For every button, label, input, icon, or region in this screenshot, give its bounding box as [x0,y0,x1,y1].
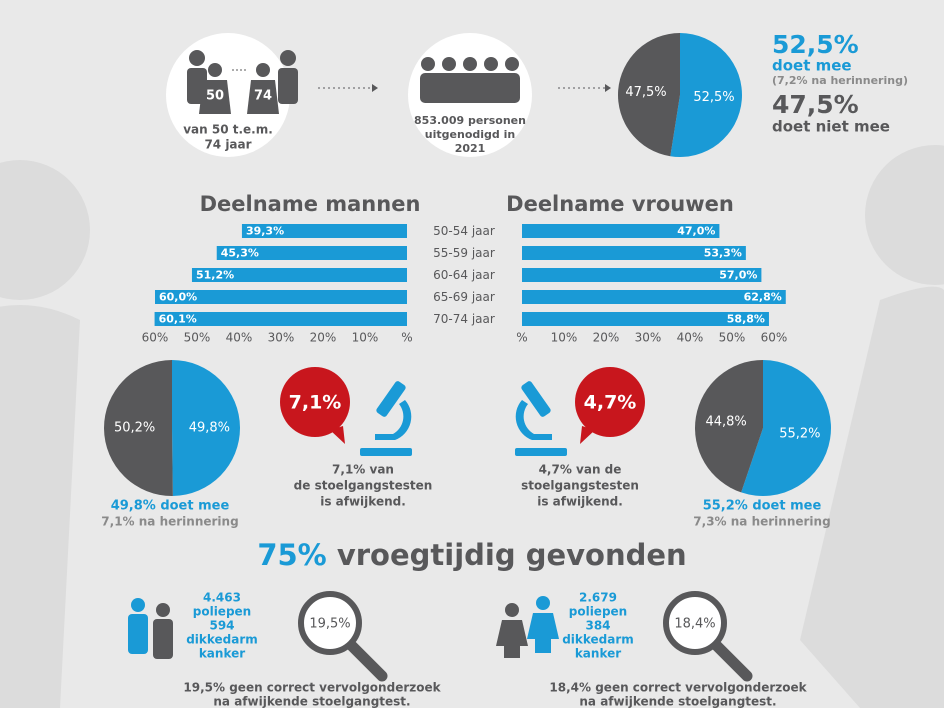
not-participate-value: 47,5% [772,90,859,119]
men-badge: 7,1% [289,392,342,414]
women-icons [496,596,559,658]
men-found: kanker [199,647,245,661]
women-abnormal: is afwijkend. [537,495,623,509]
x-tick-label: 60% [142,331,169,345]
invited-text: 2021 [455,142,486,155]
pie-label: 49,8% [189,420,230,435]
x-tick-label: 10% [352,331,379,345]
pie-women: 55,2% 44,8% [695,360,831,496]
reminder: (7,2% na herinnering) [772,74,908,87]
women-found: kanker [575,647,621,661]
age-from: 50 [206,89,224,104]
men-found: 4.463 [203,591,241,605]
infographic: 50 74 van 50 t.e.m. 74 jaar 853.009 pers… [0,0,944,708]
women-found: dikkedarm [562,633,634,647]
chart-title: Deelname vrouwen [506,192,734,216]
men-followup-badge: 19,5% [309,617,350,632]
value-label: 62,8% [744,291,782,304]
men-found: poliepen [193,605,251,619]
arrow-head [605,84,611,92]
category-label: 55-59 jaar [433,246,495,260]
value-label: 60,0% [159,291,197,304]
x-tick-label: 20% [593,331,620,345]
pie-label: 50,2% [114,421,155,436]
x-tick-label: 10% [551,331,578,345]
pie-label: 52,5% [693,90,734,105]
value-label: 58,8% [727,313,765,326]
value-label: 47,0% [677,225,715,238]
magnifier-handle [352,646,382,676]
value-label: 57,0% [719,269,757,282]
x-tick-label: 40% [226,331,253,345]
category-label: 50-54 jaar [433,224,495,238]
category-label: 70-74 jaar [433,312,495,326]
men-abnormal: de stoelgangstesten [294,479,433,493]
x-tick-label: % [516,331,527,345]
x-tick-label: % [401,331,412,345]
women-followup: na afwijkende stoelgangtest. [579,695,776,708]
men-found: dikkedarm [186,633,258,647]
pie-overall: 52,5% 47,5% [618,33,742,157]
men-followup: 19,5% geen correct vervolgonderzoek [183,681,441,695]
x-tick-label: 40% [677,331,704,345]
x-tick-label: 30% [635,331,662,345]
women-found: 2.679 [579,591,617,605]
age-text: van 50 t.e.m. [183,123,273,137]
women-reminder: 7,3% na herinnering [693,515,830,529]
headline-highlight: 75% [257,538,326,572]
microscope-icon [515,380,567,456]
women-pie-caption: 55,2% doet mee [703,499,822,514]
pie-men: 49,8% 50,2% [104,360,240,496]
microscope-icon [360,380,412,456]
magnifier-handle [717,646,747,676]
chart-title: Deelname mannen [200,192,421,216]
value-label: 51,2% [196,269,234,282]
not-participate-label: doet niet mee [772,118,890,136]
women-found: 384 [585,619,610,633]
category-label: 65-69 jaar [433,290,495,304]
headline: 75% vroegtijdig gevonden [257,538,686,572]
participate-label: doet mee [772,57,852,75]
invited-text: 853.009 personen [414,114,526,127]
x-tick-label: 50% [719,331,746,345]
bar-charts: Deelname mannen 60% 50% 40% 30% 20% 10%% 39,3% 5… [142,192,788,345]
x-tick-label: 20% [310,331,337,345]
arrow-head [372,84,378,92]
women-abnormal: stoelgangstesten [521,479,639,493]
age-text: 74 jaar [204,138,251,152]
pie-label: 44,8% [705,414,746,429]
x-tick-label: 30% [268,331,295,345]
women-badge: 4,7% [584,392,637,414]
women-found: poliepen [569,605,627,619]
headline-rest: vroegtijdig gevonden [337,538,687,572]
women-followup: 18,4% geen correct vervolgonderzoek [549,681,807,695]
men-found: 594 [209,619,234,633]
men-abnormal: 7,1% van [332,463,394,477]
men-pie-caption: 49,8% doet mee [111,499,230,514]
men-icons [128,598,173,659]
value-label: 45,3% [221,247,259,260]
value-label: 60,1% [159,313,197,326]
men-reminder: 7,1% na herinnering [101,515,238,529]
x-tick-label: 60% [761,331,788,345]
men-followup: na afwijkende stoelgangtest. [213,695,410,708]
invited-text: uitgenodigd in [425,128,515,141]
x-tick-label: 50% [184,331,211,345]
category-label: 60-64 jaar [433,268,495,282]
men-abnormal: is afwijkend. [320,495,406,509]
women-followup-badge: 18,4% [674,617,715,632]
pie-label: 47,5% [625,85,666,100]
pie-label: 55,2% [779,427,820,442]
participate-value: 52,5% [772,30,859,59]
value-label: 53,3% [704,247,742,260]
women-abnormal: 4,7% van de [539,463,622,477]
value-label: 39,3% [246,225,284,238]
age-to: 74 [254,89,272,104]
